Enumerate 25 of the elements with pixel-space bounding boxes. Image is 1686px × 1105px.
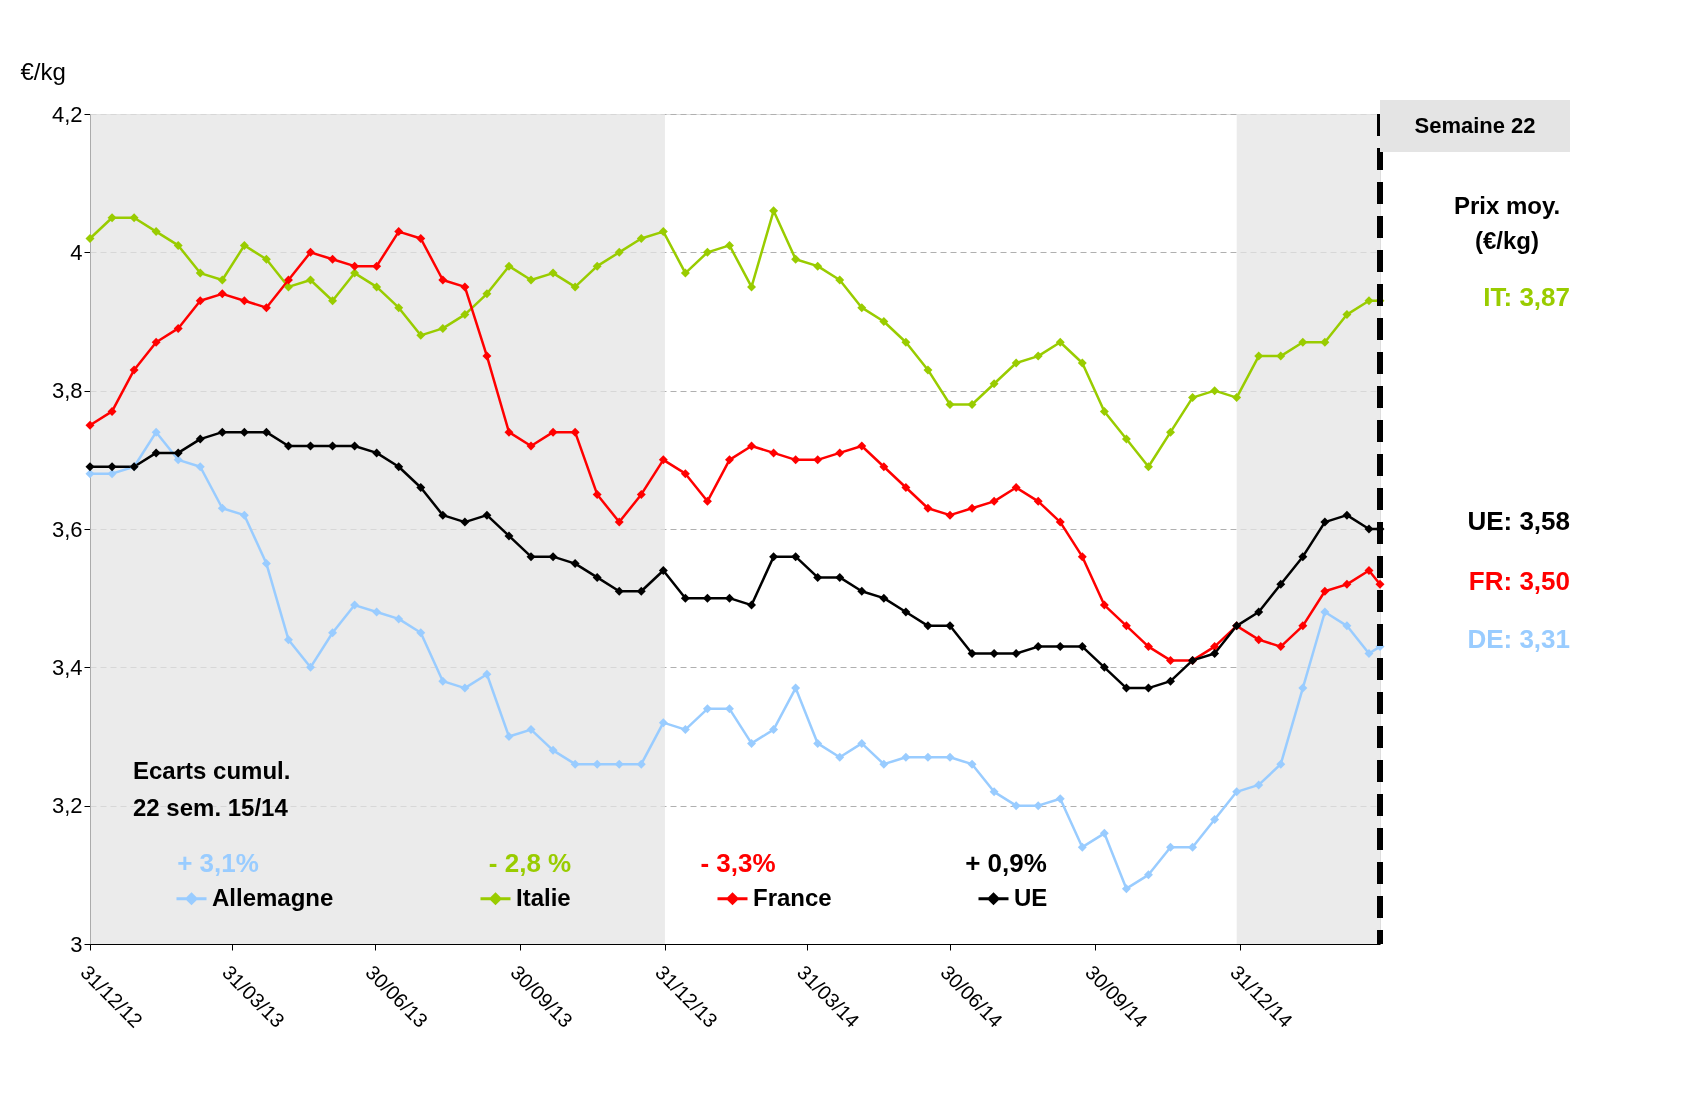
text: IT: 3,87 [1483, 282, 1570, 312]
annotation: - 2,8 % [488, 848, 572, 878]
legend-label: UE [1014, 883, 1048, 911]
legend-label: France [753, 883, 832, 911]
annotation: 22 sem. 15/14 [133, 794, 289, 821]
y-tick-label: 4,2 [51, 101, 83, 127]
legend-label: Allemagne [212, 883, 334, 911]
y-tick-label: 3,6 [51, 516, 83, 542]
y-tick-label: 3,4 [51, 654, 83, 680]
text: FR: 3,50 [1468, 566, 1570, 596]
y-axis-title: €/kg [20, 57, 66, 85]
legend-label: Italie [516, 883, 571, 911]
text: DE: 3,31 [1467, 624, 1570, 654]
annotation: + 0,9% [965, 848, 1047, 878]
text: (€/kg) [1474, 227, 1540, 254]
y-tick-label: 3,2 [51, 793, 83, 819]
text: UE: 3,58 [1467, 506, 1570, 536]
y-tick-label: 3 [70, 931, 83, 957]
annotation: - 3,3% [700, 848, 776, 878]
annotation: + 3,1% [177, 848, 259, 878]
y-tick-label: 4 [70, 239, 83, 265]
y-tick-label: 3,8 [51, 378, 83, 404]
ref-line-label: Semaine 22 [1414, 113, 1536, 138]
annotation: Ecarts cumul. [133, 757, 291, 784]
text: Prix moy. [1453, 192, 1561, 219]
